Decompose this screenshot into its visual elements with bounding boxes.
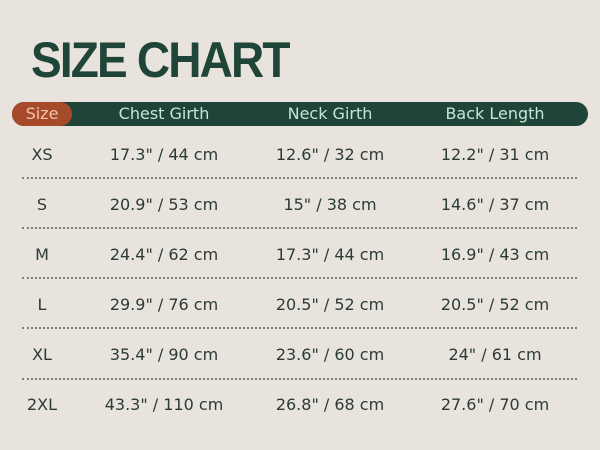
cell-chest-girth: 17.3" / 44 cm xyxy=(109,145,219,164)
cell-size: XL xyxy=(32,345,52,364)
cell-back-length: 27.6" / 70 cm xyxy=(440,395,550,414)
table-row: M 24.4" / 62 cm 17.3" / 44 cm 16.9" / 43 cm xyxy=(0,230,600,280)
cell-neck-girth: 26.8" / 68 cm xyxy=(275,395,385,414)
cell-neck-girth: 20.5" / 52 cm xyxy=(275,295,385,314)
row-divider xyxy=(22,378,577,380)
cell-size: M xyxy=(35,245,49,264)
header-back-length: Back Length xyxy=(445,104,545,123)
cell-chest-girth: 24.4" / 62 cm xyxy=(109,245,219,264)
header-size: Size xyxy=(25,104,59,123)
header-chest-girth: Chest Girth xyxy=(118,104,210,123)
row-divider xyxy=(22,177,577,179)
table-header-bar xyxy=(12,102,588,126)
cell-back-length: 24" / 61 cm xyxy=(448,345,542,364)
cell-size: S xyxy=(36,195,48,214)
table-row: 2XL 43.3" / 110 cm 26.8" / 68 cm 27.6" / 70… xyxy=(0,380,600,430)
table-row: S 20.9" / 53 cm 15" / 38 cm 14.6" / 37 cm xyxy=(0,180,600,230)
row-divider xyxy=(22,277,577,279)
header-neck-girth: Neck Girth xyxy=(287,104,373,123)
table-row: L 29.9" / 76 cm 20.5" / 52 cm 20.5" / 52 cm xyxy=(0,280,600,330)
cell-size: XS xyxy=(31,145,53,164)
cell-back-length: 16.9" / 43 cm xyxy=(440,245,550,264)
table-row: XL 35.4" / 90 cm 23.6" / 60 cm 24" / 61 cm xyxy=(0,330,600,380)
page-title: SIZE CHART xyxy=(31,32,290,88)
cell-chest-girth: 20.9" / 53 cm xyxy=(109,195,219,214)
cell-back-length: 14.6" / 37 cm xyxy=(440,195,550,214)
cell-back-length: 12.2" / 31 cm xyxy=(440,145,550,164)
cell-chest-girth: 29.9" / 76 cm xyxy=(109,295,219,314)
cell-chest-girth: 35.4" / 90 cm xyxy=(109,345,219,364)
cell-size: 2XL xyxy=(26,395,58,414)
cell-neck-girth: 17.3" / 44 cm xyxy=(275,245,385,264)
cell-neck-girth: 23.6" / 60 cm xyxy=(275,345,385,364)
size-header-pill: Size xyxy=(12,102,72,126)
cell-neck-girth: 12.6" / 32 cm xyxy=(275,145,385,164)
row-divider xyxy=(22,327,577,329)
cell-back-length: 20.5" / 52 cm xyxy=(440,295,550,314)
table-row: XS 17.3" / 44 cm 12.6" / 32 cm 12.2" / 31 c… xyxy=(0,130,600,180)
cell-chest-girth: 43.3" / 110 cm xyxy=(104,395,224,414)
row-divider xyxy=(22,227,577,229)
cell-neck-girth: 15" / 38 cm xyxy=(283,195,377,214)
cell-size: L xyxy=(37,295,47,314)
